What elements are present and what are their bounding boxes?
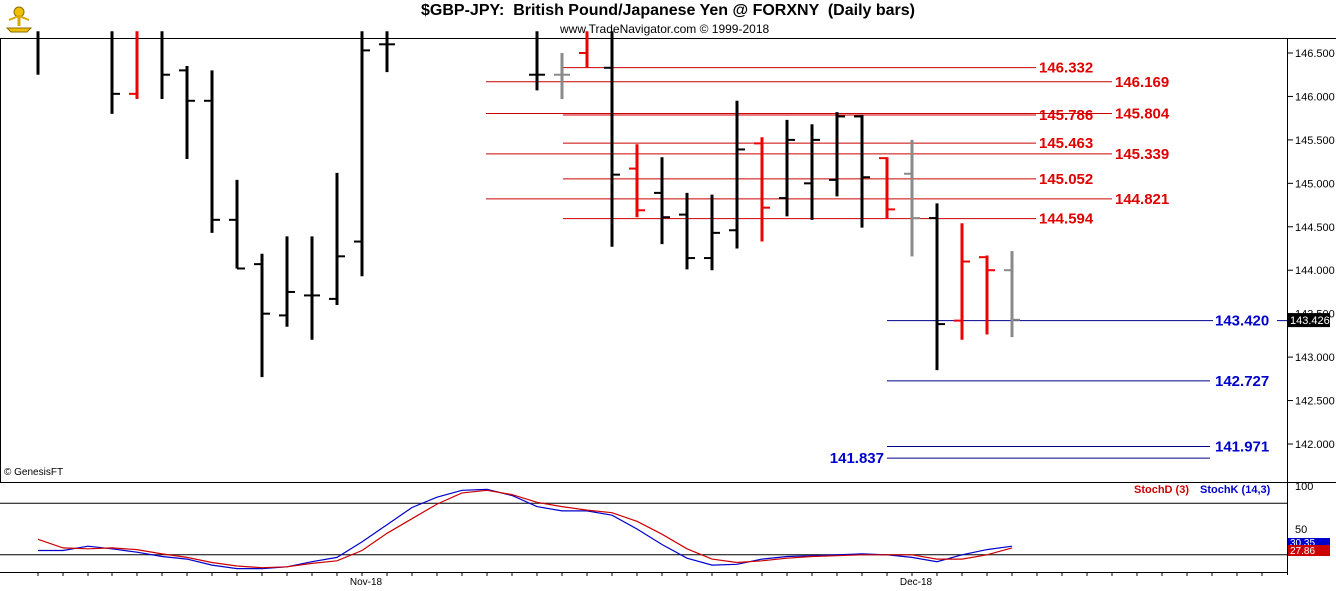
- chart-subtitle: www.TradeNavigator.com © 1999-2018: [560, 22, 770, 36]
- price-level-label: 146.332: [1039, 60, 1093, 77]
- price-tick-label: 142.000: [1295, 439, 1335, 451]
- stoch-d-tag: [1288, 545, 1330, 556]
- stoch-d-value: 27.86: [1290, 546, 1315, 557]
- price-tick-label: 143.500: [1295, 309, 1335, 321]
- copyright-text: © GenesisFT: [4, 467, 64, 478]
- stoch-tick-label: 50: [1295, 524, 1307, 536]
- price-level-label: 144.821: [1115, 191, 1169, 208]
- price-level-label: 145.463: [1039, 135, 1093, 152]
- price-level-label: 144.594: [1039, 211, 1094, 228]
- levels-layer: 146.332 146.169 145.786 145.804 145.463 145.3…: [486, 60, 1287, 467]
- price-tick-label: 144.500: [1295, 222, 1335, 234]
- stoch-legend-d: StochD (3): [1134, 484, 1189, 496]
- price-tick-label: 145.500: [1295, 135, 1335, 147]
- last-price-tag: [1288, 313, 1330, 328]
- stoch-line: [37, 489, 1013, 569]
- time-axis: Nov-18 Dec-18: [37, 572, 1263, 588]
- price-level-label: 145.052: [1039, 171, 1093, 188]
- stoch-legend-k: StochK (14,3): [1200, 484, 1271, 496]
- price-level-label: 142.727: [1215, 373, 1269, 390]
- time-tick-label: Dec-18: [900, 577, 933, 588]
- price-tick-label: 146.500: [1295, 48, 1335, 60]
- stoch-tick-label: 100: [1295, 481, 1313, 493]
- last-price-label: 143.426: [1290, 315, 1330, 327]
- price-level-label: 141.837: [830, 450, 884, 467]
- price-tick-label: 143.000: [1295, 352, 1335, 364]
- stoch-line: [38, 488, 1013, 570]
- price-axis: 146.500 146.000 145.500 145.000 144.500 144.0…: [0, 38, 1336, 575]
- chart-title: $GBP-JPY: British Pound/Japanese Yen @ F…: [421, 2, 915, 19]
- bars-layer: [36, 31, 1020, 378]
- price-tick-label: 145.000: [1295, 178, 1335, 190]
- stoch-k-tag: [1288, 538, 1330, 547]
- trade-navigator-logo-icon: [5, 6, 33, 33]
- price-level-label: 145.786: [1039, 107, 1093, 124]
- price-level-label: 146.169: [1115, 74, 1169, 91]
- price-level-label-bg: [1213, 311, 1277, 330]
- price-tick-label: 142.500: [1295, 396, 1335, 408]
- price-level-label: 141.971: [1215, 439, 1269, 456]
- stoch-k-value: 30.35: [1290, 538, 1315, 549]
- price-level-label: 145.804: [1115, 105, 1170, 122]
- price-level-label: 143.420: [1215, 313, 1269, 330]
- time-tick-label: Nov-18: [350, 577, 383, 588]
- price-tick-label: 144.000: [1295, 265, 1335, 277]
- price-panel-frame: [0, 38, 1336, 483]
- price-level-label: 145.339: [1115, 146, 1169, 163]
- price-tick-label: 146.000: [1295, 91, 1335, 103]
